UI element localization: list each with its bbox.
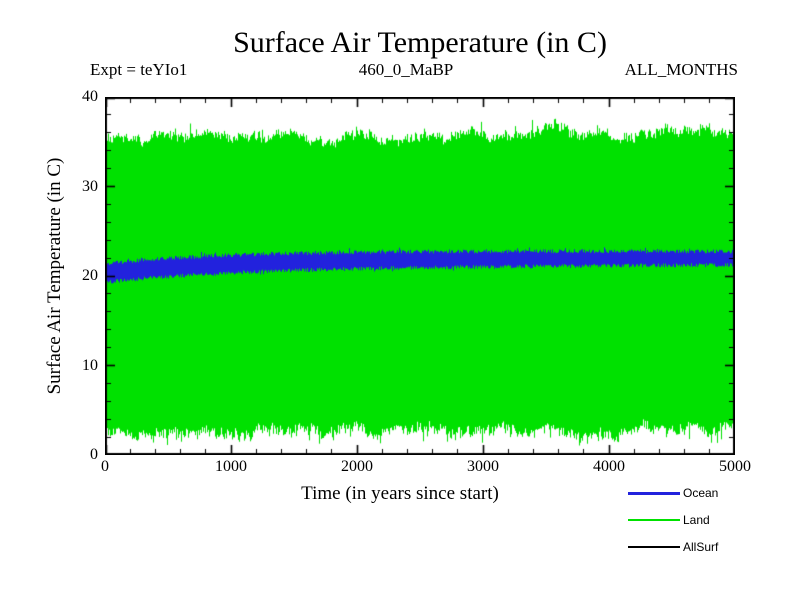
x-tick-label: 3000	[467, 458, 499, 475]
legend-line-swatch	[628, 491, 680, 495]
experiment-label: Expt = teYIo1	[90, 60, 188, 79]
plot-surface	[105, 97, 735, 455]
x-tick-label: 1000	[215, 458, 247, 475]
legend-item-label: Ocean	[683, 486, 719, 500]
x-tick-label: 5000	[719, 458, 751, 475]
y-tick-label: 30	[82, 177, 98, 195]
legend-item-allsurf: AllSurf	[628, 540, 718, 554]
legend-item-label: Land	[683, 513, 710, 527]
legend-line-swatch	[628, 546, 680, 548]
y-tick-label: 20	[82, 267, 98, 284]
y-tick-label: 0	[90, 446, 98, 463]
x-tick-label: 0	[101, 458, 109, 475]
chart-title: Surface Air Temperature (in C)	[233, 26, 607, 59]
age-label: 460_0_MaBP	[358, 60, 454, 79]
legend-line-swatch	[628, 519, 680, 521]
x-tick-label: 2000	[341, 458, 373, 475]
legend-item-ocean: Ocean	[628, 486, 718, 500]
x-axis-title: Time (in years since start)	[301, 483, 499, 504]
months-label: ALL_MONTHS	[624, 60, 738, 79]
legend-item-label: AllSurf	[683, 540, 719, 554]
legend-item-land: Land	[628, 513, 710, 527]
x-tick-label: 4000	[593, 458, 625, 475]
annotation-row: Expt = teYIo1 460_0_MaBP ALL_MONTHS	[90, 60, 738, 80]
y-tick-label: 10	[82, 356, 98, 374]
y-tick-label: 40	[82, 88, 98, 105]
